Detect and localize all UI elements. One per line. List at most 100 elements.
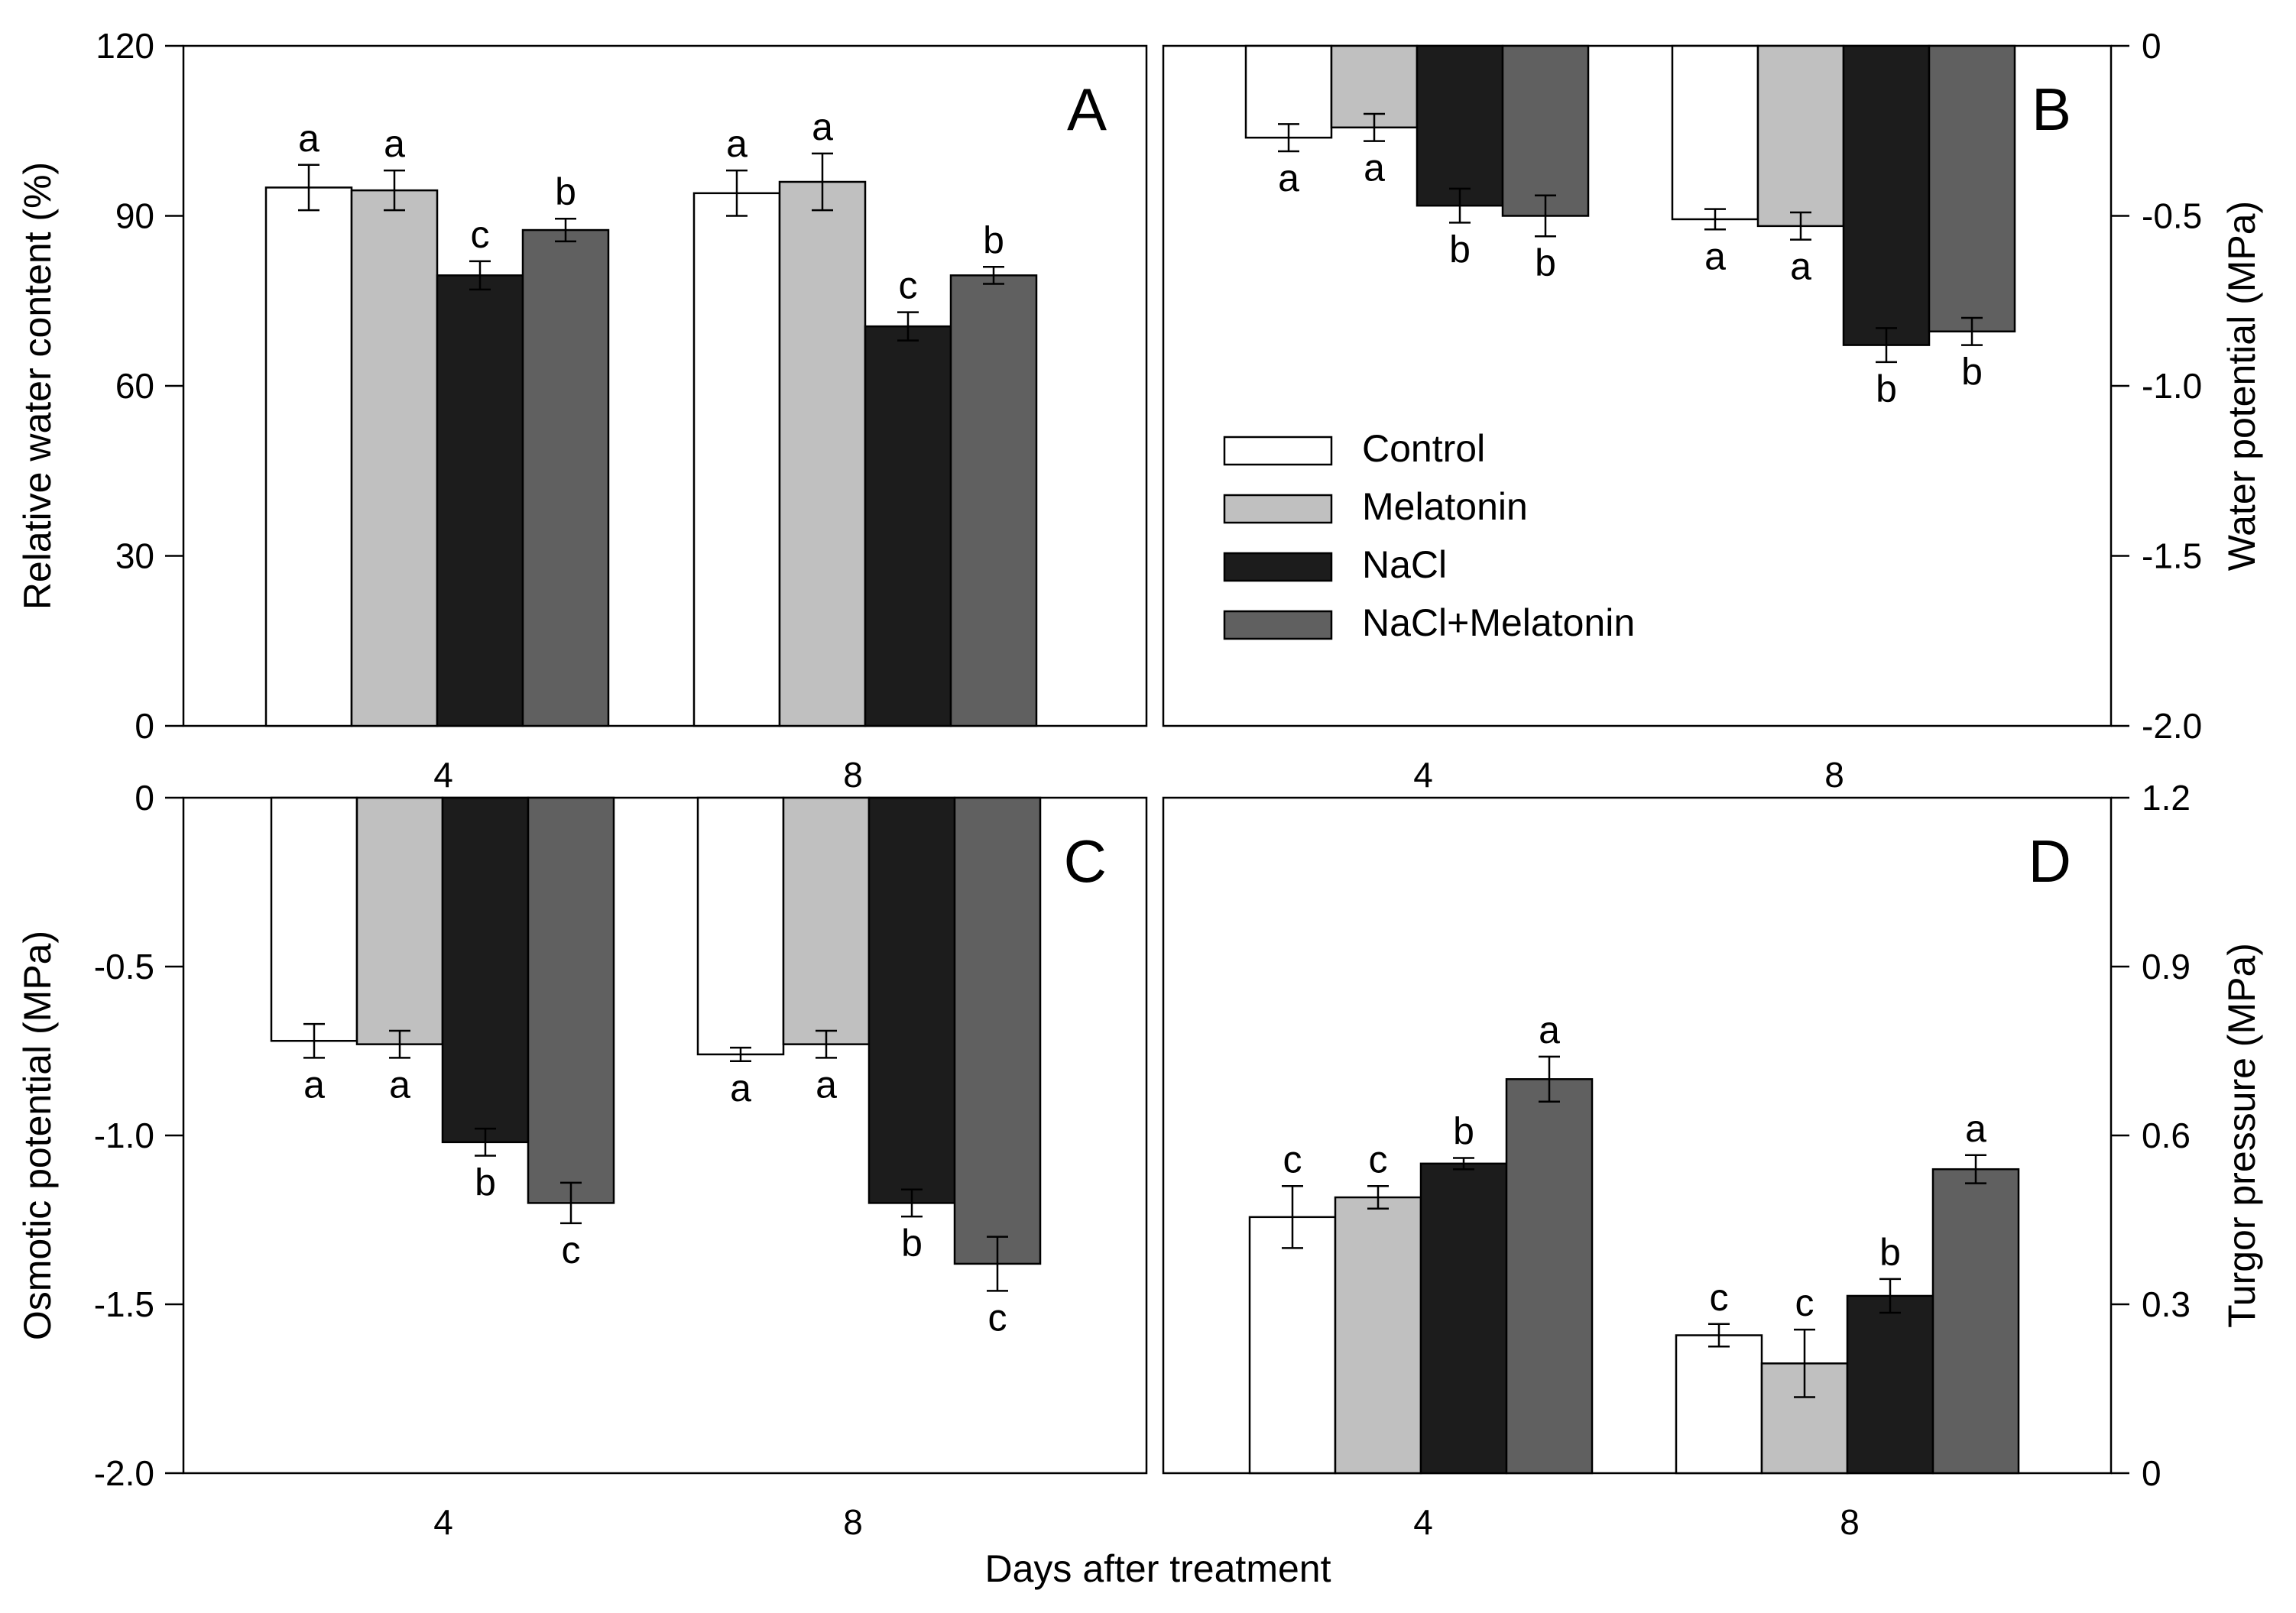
bar [350, 189, 439, 727]
significance-letter: b [555, 170, 576, 213]
significance-letter: a [389, 1063, 410, 1106]
significance-letter: b [901, 1222, 923, 1265]
significance-letter: b [1876, 368, 1897, 410]
x-tick-label: 4 [1413, 1502, 1433, 1542]
significance-letter: a [1278, 157, 1299, 199]
significance-letter: c [471, 213, 490, 256]
panels-layer: 0 30 60 90 120 Relative water content (%) 4 8 Aa… [16, 26, 2263, 1542]
y-tick-label: -1.0 [2142, 366, 2202, 406]
panel-letter: B [2032, 76, 2071, 143]
panel-c: 0 -0.5 -1.0 -1.5 -2.0 Osmotic potential (MPa)… [16, 778, 1148, 1542]
y-tick-label: 1.2 [2142, 778, 2191, 818]
bar [696, 796, 785, 1056]
bar [1416, 44, 1504, 207]
bar [778, 180, 867, 727]
y-tick-label: 0.6 [2142, 1116, 2191, 1155]
bar [1671, 44, 1759, 221]
significance-letter: a [812, 105, 833, 148]
bar [1505, 1078, 1594, 1475]
legend: Control Melatonin NaCl NaCl+Melatonin [1223, 427, 1635, 644]
bar [1675, 1334, 1763, 1475]
bar [270, 796, 358, 1042]
panel-letter: C [1064, 828, 1107, 895]
bar [867, 796, 956, 1204]
y-tick-label: -1.5 [2142, 536, 2202, 576]
x-tick-label: 4 [1413, 755, 1433, 795]
bar [782, 796, 871, 1045]
significance-letter: b [1449, 228, 1471, 270]
y-tick-label: -2.0 [94, 1453, 154, 1493]
significance-letter: a [303, 1063, 325, 1106]
significance-letter: a [1539, 1009, 1560, 1051]
y-axis-label: Water potential (MPa) [2220, 201, 2263, 571]
y-tick-label: -2.0 [2142, 706, 2202, 746]
x-tick-label: 8 [843, 755, 863, 795]
significance-letter: a [298, 117, 319, 160]
panel-b: 0 -0.5 -1.0 -1.5 -2.0 Water potential (MPa) 4 8… [1162, 26, 2263, 795]
y-tick-label: 0.3 [2142, 1284, 2191, 1324]
legend-swatch [1223, 436, 1333, 466]
bar [1928, 44, 2016, 333]
significance-letter: c [1710, 1276, 1729, 1319]
significance-letter: a [1364, 147, 1385, 189]
y-tick-label: 30 [115, 536, 154, 576]
y-tick-label: -0.5 [94, 947, 154, 986]
significance-letter: a [730, 1067, 751, 1109]
bar [1334, 1196, 1422, 1475]
significance-letter: c [899, 264, 918, 307]
x-tick-label: 4 [433, 755, 453, 795]
significance-letter: c [1283, 1138, 1302, 1181]
significance-letter: c [1795, 1281, 1814, 1324]
bar [1248, 1216, 1337, 1475]
bar [953, 796, 1042, 1265]
significance-letter: c [988, 1296, 1007, 1339]
y-tick-label: 0 [135, 778, 154, 818]
bar [864, 325, 952, 727]
significance-letter: b [1961, 351, 1983, 394]
bar [1842, 44, 1931, 346]
bar [355, 796, 444, 1045]
significance-letter: a [1790, 245, 1811, 288]
y-tick-label: 0.9 [2142, 947, 2191, 986]
significance-letter: a [816, 1063, 837, 1106]
bar [692, 192, 781, 727]
significance-letter: c [562, 1229, 581, 1271]
x-axis-label: Days after treatment [985, 1547, 1331, 1590]
x-tick-label: 4 [433, 1502, 453, 1542]
y-tick-label: -1.5 [94, 1284, 154, 1324]
significance-letter: b [1453, 1109, 1474, 1152]
panel-a: 0 30 60 90 120 Relative water content (%) 4 8 Aa… [16, 26, 1148, 795]
significance-letter: c [1369, 1138, 1388, 1181]
y-tick-label: -1.0 [94, 1116, 154, 1155]
panel-letter: D [2028, 828, 2071, 895]
legend-swatch [1223, 552, 1333, 582]
bar [1419, 1162, 1508, 1475]
legend-label: NaCl+Melatonin [1362, 601, 1635, 644]
y-tick-label: 90 [115, 196, 154, 236]
significance-letter: b [983, 219, 1004, 261]
bar [441, 796, 530, 1144]
bar [527, 796, 615, 1204]
y-tick-label: -0.5 [2142, 196, 2202, 236]
panel-letter: A [1067, 76, 1107, 143]
significance-letter: a [384, 122, 405, 165]
bar [521, 228, 610, 727]
x-tick-label: 8 [1840, 1502, 1860, 1542]
legend-swatch [1223, 610, 1333, 640]
panel-d: 0 0.3 0.6 0.9 1.2 Turgor pressure (MPa) 4 8 Dc c c… [1162, 778, 2263, 1542]
bar [1501, 44, 1590, 217]
significance-letter: a [726, 122, 747, 165]
x-tick-label: 8 [1824, 755, 1844, 795]
y-tick-label: 120 [96, 26, 154, 66]
legend-swatch [1223, 494, 1333, 524]
y-axis-label: Relative water content (%) [16, 162, 59, 610]
bar [1931, 1168, 2020, 1475]
y-tick-label: 0 [2142, 1453, 2161, 1493]
significance-letter: b [475, 1161, 496, 1204]
y-axis-label: Osmotic potential (MPa) [16, 931, 59, 1340]
bar [1846, 1294, 1934, 1475]
legend-label: Control [1362, 427, 1485, 470]
bar [1756, 44, 1845, 228]
